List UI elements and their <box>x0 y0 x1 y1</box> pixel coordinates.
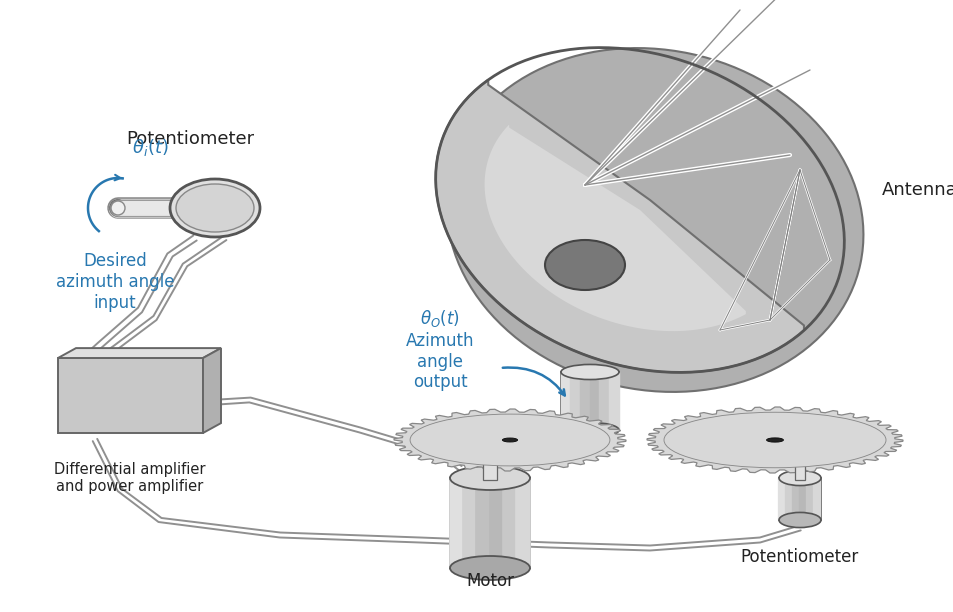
Text: $\theta_i(t)$: $\theta_i(t)$ <box>132 137 168 158</box>
Polygon shape <box>560 372 618 430</box>
Polygon shape <box>482 452 497 480</box>
Ellipse shape <box>175 184 253 232</box>
Text: Antenna: Antenna <box>882 181 953 199</box>
Ellipse shape <box>111 201 125 215</box>
Ellipse shape <box>560 422 618 438</box>
Ellipse shape <box>560 365 618 379</box>
Ellipse shape <box>779 471 821 485</box>
Polygon shape <box>794 460 804 480</box>
Polygon shape <box>646 407 902 473</box>
Ellipse shape <box>502 438 517 442</box>
Polygon shape <box>450 478 530 568</box>
Ellipse shape <box>779 512 821 528</box>
Ellipse shape <box>450 466 530 490</box>
Polygon shape <box>203 348 221 433</box>
Polygon shape <box>779 478 821 520</box>
Polygon shape <box>436 80 803 372</box>
Polygon shape <box>58 348 221 358</box>
Text: Desired
azimuth angle
input: Desired azimuth angle input <box>55 252 174 312</box>
Polygon shape <box>394 409 625 471</box>
Ellipse shape <box>663 412 885 468</box>
Text: Motor: Motor <box>465 572 514 590</box>
Text: Potentiometer: Potentiometer <box>126 130 253 148</box>
Text: $\theta_O(t)$
Azimuth
angle
output: $\theta_O(t)$ Azimuth angle output <box>405 308 474 392</box>
Polygon shape <box>58 358 203 433</box>
Ellipse shape <box>766 438 782 442</box>
Ellipse shape <box>446 48 862 392</box>
Ellipse shape <box>170 179 260 237</box>
Ellipse shape <box>110 200 126 216</box>
Ellipse shape <box>450 556 530 580</box>
Text: Differential amplifier
and power amplifier: Differential amplifier and power amplifi… <box>54 462 206 494</box>
Ellipse shape <box>544 240 624 290</box>
Polygon shape <box>484 125 745 331</box>
Text: Potentiometer: Potentiometer <box>740 548 859 566</box>
Ellipse shape <box>410 414 609 466</box>
